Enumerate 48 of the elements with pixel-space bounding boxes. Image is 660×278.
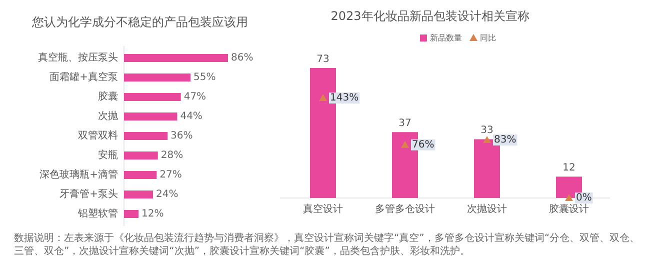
y-tick-label: 面霜罐+真空泵 — [50, 71, 118, 83]
bar — [124, 74, 191, 82]
y-tick-label: 真空瓶、按压泵头 — [38, 52, 118, 64]
chart-title: 2023年化妆品新品包装设计相关宣称 — [330, 9, 530, 23]
data-label: 12% — [142, 208, 164, 220]
chart-title: 您认为化学成分不稳定的产品包装应该用 — [31, 15, 248, 29]
y-tick-label: 双管双料 — [78, 130, 118, 142]
data-label: 33 — [480, 125, 494, 136]
legend-label: 同比 — [480, 34, 496, 42]
y-tick-label: 胶囊 — [98, 90, 118, 102]
data-label: 55% — [194, 72, 216, 83]
x-tick-label: 次抛设计 — [467, 203, 507, 215]
data-label: 24% — [156, 189, 178, 200]
data-label: 76% — [412, 139, 434, 150]
x-tick-label: 多管多仓设计 — [375, 203, 435, 215]
bar — [124, 54, 228, 62]
data-label: 83% — [494, 134, 516, 146]
bar — [124, 93, 181, 101]
point — [565, 194, 573, 201]
y-tick-label: 铝塑软管 — [77, 208, 118, 220]
y-tick-label: 深色玻璃瓶+滴管 — [40, 168, 118, 180]
data-label: 28% — [160, 150, 184, 161]
bar — [124, 132, 168, 140]
bar — [124, 171, 157, 179]
data-label: 143% — [330, 92, 359, 104]
point — [401, 140, 409, 148]
bar — [124, 112, 178, 120]
x-tick-label: 真空设计 — [303, 203, 343, 215]
data-label: 86% — [231, 52, 254, 64]
data-label: 0% — [576, 192, 592, 204]
data-label: 27% — [160, 170, 182, 180]
data-label: 36% — [170, 130, 193, 142]
bar — [124, 190, 154, 198]
bar — [124, 210, 139, 218]
x-tick-label: 胶囊设计 — [549, 203, 589, 215]
legend-label: 新品数量 — [430, 34, 462, 42]
data-label: 12 — [562, 162, 576, 174]
y-tick-label: 安瓶 — [98, 149, 118, 161]
y-tick-label: 牙膏管+泵头 — [60, 188, 118, 200]
data-label: 73 — [316, 54, 330, 65]
text: 数据说明：左表来源于《化妆品包装流行趋势与消费者洞察》，真空设计宣称词关键字“真空”，多管多仓设计宣称关键词“分仓、双管、双仓、三管、双仓”，次抛设计宣称关键词“次抛”，胶囊设计宣称关键词“胶囊”，品类包含护肤、彩妆和洗护。 — [14, 232, 641, 258]
data-label: 37 — [398, 118, 412, 130]
point — [483, 136, 491, 143]
y-tick-label: 次抛 — [98, 110, 118, 122]
data-label: 44% — [180, 111, 202, 122]
point — [319, 94, 327, 101]
data-label: 47% — [184, 92, 206, 102]
bar — [124, 152, 158, 160]
